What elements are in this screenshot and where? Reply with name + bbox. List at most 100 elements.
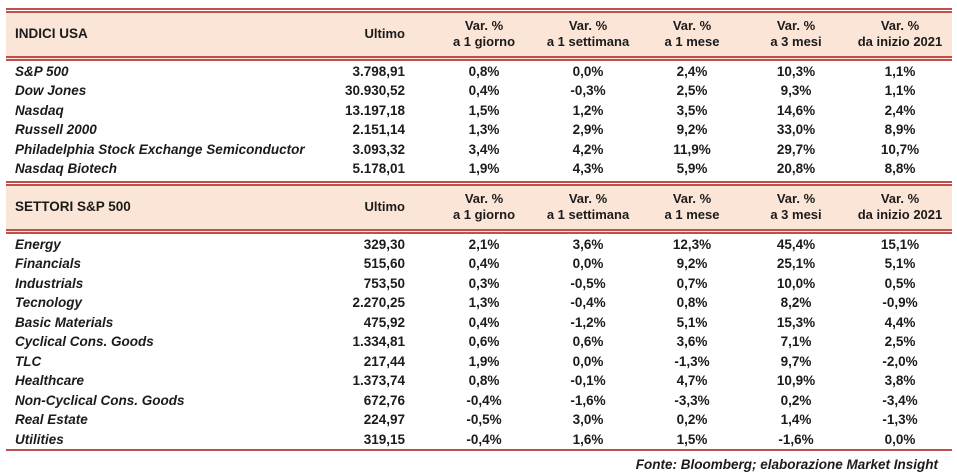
- indices-usa-table-section: INDICI USA Ultimo Var. % a 1 giorno Var. % a …: [6, 8, 952, 178]
- table-title: INDICI USA: [6, 8, 332, 61]
- var-percent-value: 1,4%: [780, 412, 812, 427]
- var-header-line1: Var. %: [880, 191, 920, 206]
- col-header-var: Var. % a 1 giorno: [432, 181, 536, 234]
- var-percent-value: 0,4%: [468, 314, 500, 330]
- table-row: TLC 217,44 1,9% 0,0% -1,3% 9,7% -2,0%: [6, 351, 952, 371]
- var-header-line1: Var. %: [672, 191, 712, 206]
- var-percent-value: 1,9%: [468, 161, 500, 176]
- col-header-var: Var. % da inizio 2021: [848, 181, 952, 234]
- var-header-line1: Var. %: [880, 18, 920, 33]
- var-percent-value: 0,3%: [468, 275, 500, 291]
- var-percent-value: -1,3%: [882, 412, 918, 427]
- last-price-value: 1.334,81: [352, 334, 405, 349]
- var-percent-value: -0,3%: [570, 83, 606, 98]
- data-table: INDICI USA Ultimo Var. % a 1 giorno Var. % a …: [6, 8, 952, 178]
- var-header-line2: da inizio 2021: [857, 34, 943, 49]
- last-price-value: 5.178,01: [352, 161, 405, 176]
- var-percent-value: 9,2%: [676, 122, 708, 137]
- last-price-value: 3.798,91: [352, 63, 405, 79]
- table-row: Utilities 319,15 -0,4% 1,6% 1,5% -1,6% 0,0%: [6, 429, 952, 451]
- var-percent-value: 15,1%: [880, 236, 920, 252]
- last-price-value: 2.151,14: [352, 122, 405, 137]
- var-percent-value: -3,3%: [674, 392, 710, 408]
- var-header-line1: Var. %: [672, 18, 712, 33]
- var-percent-value: -3,4%: [882, 392, 918, 408]
- var-percent-value: 10,0%: [776, 275, 816, 291]
- var-percent-value: 3,5%: [676, 102, 708, 118]
- table-row: Healthcare 1.373,74 0,8% -0,1% 4,7% 10,9% 3,8%: [6, 371, 952, 391]
- last-price-value: 3.093,32: [352, 141, 405, 157]
- var-percent-value: 10,9%: [776, 373, 816, 388]
- table-row: Cyclical Cons. Goods 1.334,81 0,6% 0,6% 3,6%…: [6, 332, 952, 352]
- last-price-value: 217,44: [363, 353, 405, 369]
- var-percent-value: 15,3%: [776, 314, 816, 330]
- var-percent-value: 20,8%: [776, 161, 816, 176]
- col-header-var: Var. % a 3 mesi: [744, 181, 848, 234]
- table-row: Financials 515,60 0,4% 0,0% 9,2% 25,1% 5,1%: [6, 254, 952, 274]
- table-row: Russell 2000 2.151,14 1,3% 2,9% 9,2% 33,0% 8,9…: [6, 120, 952, 140]
- table-row: S&P 500 3.798,91 0,8% 0,0% 2,4% 10,3% 1,1%: [6, 59, 952, 81]
- var-percent-value: 4,3%: [572, 161, 604, 176]
- var-percent-value: -0,4%: [466, 392, 502, 408]
- last-price-value: 329,30: [363, 236, 405, 252]
- data-table: SETTORI S&P 500 Ultimo Var. % a 1 giorno Var…: [6, 181, 952, 451]
- var-percent-value: 7,1%: [780, 334, 812, 349]
- var-header-line1: Var. %: [568, 18, 608, 33]
- var-percent-value: 12,3%: [672, 236, 712, 252]
- var-header-line1: Var. %: [776, 18, 816, 33]
- row-label: Basic Materials: [15, 314, 114, 330]
- var-percent-value: 8,8%: [884, 161, 916, 176]
- col-header-ultimo: Ultimo: [332, 181, 432, 234]
- header-row: INDICI USA Ultimo Var. % a 1 giorno Var. % a …: [6, 8, 952, 61]
- col-header-var: Var. % a 1 settimana: [536, 181, 640, 234]
- row-label: Non-Cyclical Cons. Goods: [15, 392, 185, 408]
- var-percent-value: 2,1%: [468, 236, 500, 252]
- var-percent-value: 9,2%: [676, 256, 708, 271]
- var-percent-value: 5,9%: [676, 161, 708, 176]
- var-percent-value: 0,6%: [572, 334, 604, 349]
- var-percent-value: 25,1%: [776, 256, 816, 271]
- var-header-line2: a 1 giorno: [452, 34, 516, 49]
- var-percent-value: 29,7%: [776, 141, 816, 157]
- last-price-value: 475,92: [363, 314, 405, 330]
- var-percent-value: 0,8%: [468, 373, 500, 388]
- last-price-value: 2.270,25: [352, 295, 405, 310]
- var-percent-value: 3,0%: [572, 412, 604, 427]
- var-percent-value: 0,0%: [572, 353, 604, 369]
- var-percent-value: 0,2%: [780, 392, 812, 408]
- var-percent-value: 2,5%: [676, 83, 708, 98]
- var-header-line2: a 1 mese: [664, 207, 720, 222]
- var-percent-value: 0,5%: [884, 275, 916, 291]
- var-percent-value: 0,0%: [848, 429, 952, 451]
- var-percent-value: 1,2%: [572, 102, 604, 118]
- var-percent-value: 9,3%: [780, 83, 812, 98]
- var-percent-value: 3,8%: [884, 373, 916, 388]
- var-percent-value: 45,4%: [776, 236, 816, 252]
- var-percent-value: 2,5%: [884, 334, 916, 349]
- col-header-var: Var. % da inizio 2021: [848, 8, 952, 61]
- row-label: Russell 2000: [15, 122, 97, 137]
- row-label: Real Estate: [15, 412, 88, 427]
- row-label: Nasdaq Biotech: [15, 161, 118, 176]
- table-row: Nasdaq Biotech 5.178,01 1,9% 4,3% 5,9% 20,8% 8…: [6, 159, 952, 179]
- var-percent-value: 8,9%: [884, 122, 916, 137]
- var-header-line2: a 1 mese: [664, 34, 720, 49]
- var-percent-value: 14,6%: [776, 102, 816, 118]
- var-percent-value: 0,8%: [468, 63, 500, 79]
- var-percent-value: 0,7%: [676, 275, 708, 291]
- var-percent-value: 10,3%: [776, 63, 816, 79]
- var-percent-value: 1,5%: [468, 102, 500, 118]
- var-percent-value: 1,3%: [468, 122, 500, 137]
- var-percent-value: 10,7%: [880, 141, 920, 157]
- var-percent-value: -0,4%: [570, 295, 606, 310]
- last-price-value: 319,15: [332, 429, 432, 451]
- var-percent-value: 33,0%: [776, 122, 816, 137]
- var-header-line1: Var. %: [464, 18, 504, 33]
- col-header-var: Var. % a 1 giorno: [432, 8, 536, 61]
- last-price-value: 30.930,52: [344, 83, 405, 98]
- var-percent-value: -2,0%: [882, 353, 918, 369]
- last-price-value: 753,50: [363, 275, 405, 291]
- var-percent-value: 5,1%: [676, 314, 708, 330]
- var-percent-value: 0,4%: [468, 256, 500, 271]
